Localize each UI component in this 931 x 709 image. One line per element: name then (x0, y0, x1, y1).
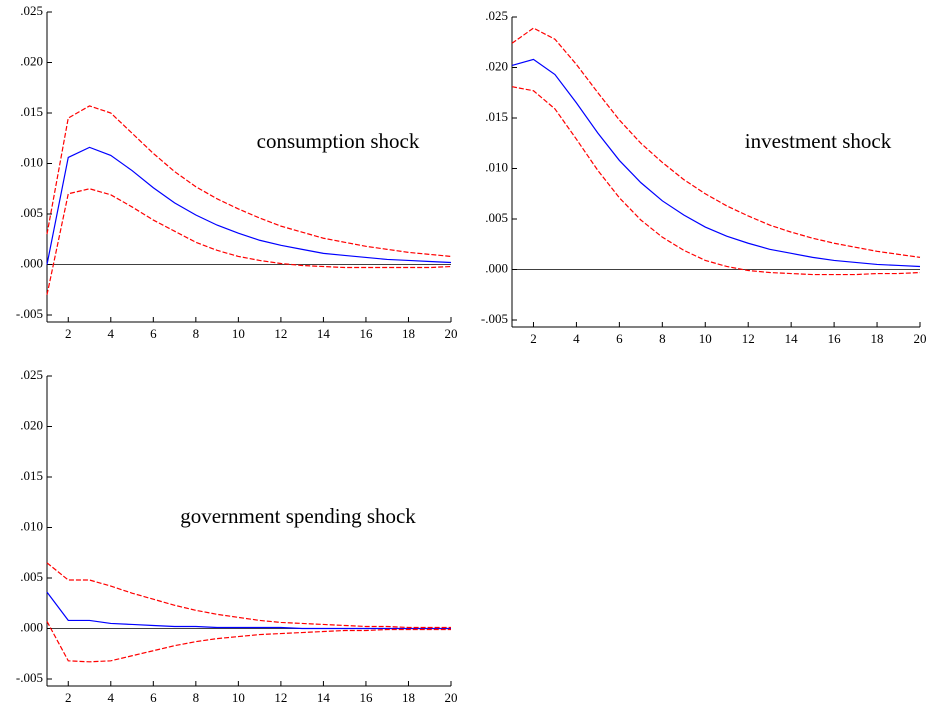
x-tick-label: 4 (108, 326, 115, 341)
x-tick-label: 8 (193, 326, 200, 341)
x-tick-label: 4 (108, 690, 115, 705)
annotation: government spending shock (180, 504, 416, 528)
series-line (46, 562, 451, 629)
y-tick-label: .015 (485, 109, 508, 124)
x-tick-label: 10 (699, 331, 712, 346)
x-tick-label: 20 (914, 331, 927, 346)
x-tick-label: 6 (150, 326, 157, 341)
y-tick-label: .000 (20, 255, 43, 270)
series-line (46, 591, 451, 630)
annotation: investment shock (745, 129, 892, 153)
y-tick-label: .005 (485, 210, 508, 225)
x-tick-label: 8 (659, 331, 666, 346)
x-tick-label: 20 (445, 690, 458, 705)
y-tick-label: .025 (20, 367, 43, 382)
y-tick-label: .015 (20, 468, 43, 483)
x-tick-label: 8 (193, 690, 200, 705)
y-tick-label: .005 (20, 205, 43, 220)
x-tick-label: 12 (274, 690, 287, 705)
annotation: consumption shock (257, 129, 420, 153)
y-tick-label: .020 (20, 53, 43, 68)
y-tick-label: .000 (485, 260, 508, 275)
y-tick-label: .015 (20, 104, 43, 119)
y-tick-label: .010 (485, 159, 508, 174)
y-tick-label: .020 (20, 417, 43, 432)
x-tick-label: 10 (232, 326, 245, 341)
y-tick-label: -.005 (16, 306, 43, 321)
y-tick-label: -.005 (16, 670, 43, 685)
series-line (511, 86, 921, 276)
x-tick-label: 16 (828, 331, 842, 346)
y-tick-label: -.005 (481, 311, 508, 326)
y-tick-label: .025 (485, 8, 508, 23)
x-tick-label: 16 (359, 690, 373, 705)
x-tick-label: 12 (742, 331, 755, 346)
series-line (46, 105, 452, 258)
y-tick-label: .025 (20, 3, 43, 18)
series-line (46, 621, 451, 663)
x-tick-label: 16 (359, 326, 373, 341)
x-tick-label: 12 (274, 326, 287, 341)
y-tick-label: .010 (20, 154, 43, 169)
series-line (46, 188, 452, 295)
y-tick-label: .020 (485, 58, 508, 73)
x-tick-label: 18 (402, 690, 415, 705)
series-line (46, 146, 452, 265)
x-tick-label: 10 (232, 690, 245, 705)
x-tick-label: 2 (65, 326, 72, 341)
x-tick-label: 18 (402, 326, 415, 341)
x-tick-label: 14 (317, 326, 331, 341)
series-line (511, 27, 921, 258)
y-tick-label: .010 (20, 518, 43, 533)
x-tick-label: 4 (573, 331, 580, 346)
x-tick-label: 6 (616, 331, 623, 346)
x-tick-label: 2 (65, 690, 72, 705)
x-tick-label: 14 (785, 331, 799, 346)
y-tick-label: .000 (20, 619, 43, 634)
x-tick-label: 18 (871, 331, 884, 346)
series-line (511, 58, 921, 268)
x-tick-label: 20 (445, 326, 458, 341)
x-tick-label: 2 (530, 331, 537, 346)
y-tick-label: .005 (20, 569, 43, 584)
x-tick-label: 6 (150, 690, 157, 705)
x-tick-label: 14 (317, 690, 331, 705)
